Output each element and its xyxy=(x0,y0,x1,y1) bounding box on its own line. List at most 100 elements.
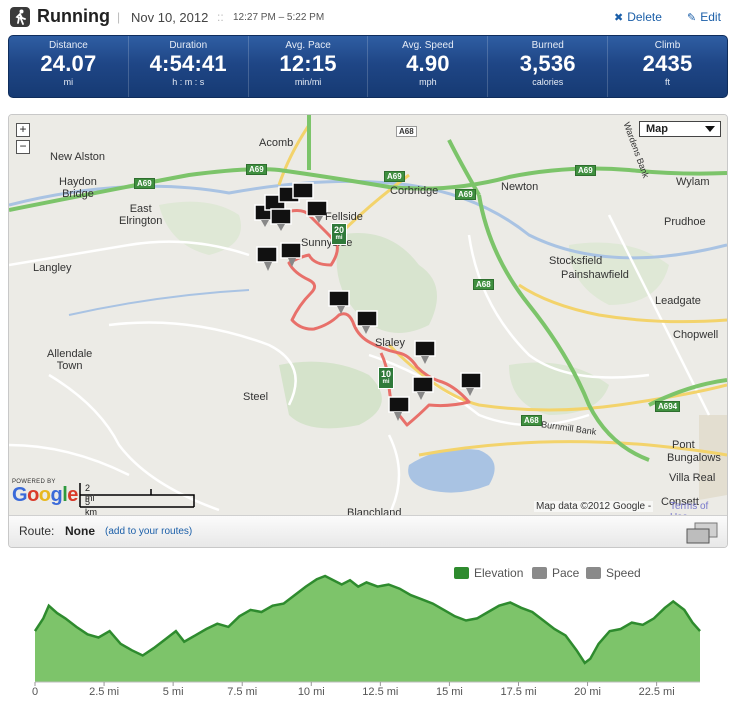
town-label: East Elrington xyxy=(119,203,163,227)
town-label: Blanchland xyxy=(347,507,402,515)
stat-label: Distance xyxy=(48,40,88,51)
urban-area xyxy=(699,415,727,500)
stat-avg-pace: Avg. Pace 12:15 min/mi xyxy=(249,36,369,97)
stat-unit: h : m : s xyxy=(172,77,205,87)
stat-label: Climb xyxy=(654,40,681,51)
mile-marker-unit: mi xyxy=(335,235,343,241)
scale-km-label: 5 km xyxy=(85,497,97,515)
delete-button[interactable]: ✖ Delete xyxy=(614,10,662,24)
zoom-out-button[interactable]: − xyxy=(16,140,30,154)
town-label: Bungalows xyxy=(667,452,721,464)
road-number-tag: A69 xyxy=(455,189,476,200)
woodland-area xyxy=(279,361,382,429)
running-figure-icon xyxy=(10,7,30,27)
road-number-tag: A68 xyxy=(473,279,494,290)
road-number-tag: A68 xyxy=(396,126,417,137)
expand-map-icon[interactable] xyxy=(685,522,719,544)
stat-value: 3,536 xyxy=(519,51,576,76)
google-wordmark: Google xyxy=(12,484,78,506)
road-number-tag: A69 xyxy=(575,165,596,176)
x-tick-label: 17.5 mi xyxy=(500,686,537,698)
map-type-select[interactable]: Map xyxy=(639,121,721,137)
terms-of-use-link[interactable]: Terms of Use xyxy=(670,501,709,515)
woodland-area xyxy=(159,201,241,255)
stat-unit: ft xyxy=(665,77,671,87)
stat-unit: mi xyxy=(63,77,74,87)
photo-markers xyxy=(254,182,482,421)
x-tick-label: 7.5 mi xyxy=(227,686,258,698)
road-number-tag: A694 xyxy=(655,401,681,412)
town-label: Wylam xyxy=(676,176,710,188)
route-map[interactable]: + − Map Acomb New Alston Haydon Bridge E… xyxy=(9,115,727,515)
activity-title: Running xyxy=(37,6,110,26)
map-type-label: Map xyxy=(646,123,668,135)
stat-value: 2435 xyxy=(642,51,693,76)
add-to-routes-link[interactable]: (add to your routes) xyxy=(105,526,193,537)
photo-marker-icon xyxy=(460,372,482,396)
town-label: Haydon Bridge xyxy=(59,176,97,200)
stat-unit: min/mi xyxy=(294,77,322,87)
b-roads xyxy=(277,124,727,457)
stat-duration: Duration 4:54:41 h : m : s xyxy=(129,36,249,97)
x-axis-ticks xyxy=(34,682,658,686)
stat-unit: calories xyxy=(532,77,564,87)
map-panel: + − Map Acomb New Alston Haydon Bridge E… xyxy=(8,114,728,548)
delete-label: Delete xyxy=(627,10,662,24)
a-roads xyxy=(9,115,727,462)
x-tick-label: 0 xyxy=(31,686,39,698)
route-label: Route: xyxy=(19,524,55,538)
google-logo[interactable]: POWERED BY Google xyxy=(12,479,78,505)
route-bar: Route: None (add to your routes) xyxy=(9,515,727,547)
elevation-line xyxy=(33,574,701,665)
mile-marker-10[interactable]: 10 mi xyxy=(378,367,394,389)
mile-marker-number: 10 xyxy=(380,369,391,379)
legend-pace[interactable]: Pace xyxy=(532,566,579,580)
legend-elevation[interactable]: Elevation xyxy=(454,566,523,580)
legend-label: Pace xyxy=(552,566,580,580)
zoom-in-button[interactable]: + xyxy=(16,123,30,137)
road-number-tag: A68 xyxy=(521,415,542,426)
river xyxy=(68,289,250,316)
stat-label: Duration xyxy=(169,40,208,51)
scale-miles-label: 2 mi xyxy=(85,483,95,503)
legend-speed[interactable]: Speed xyxy=(586,566,641,580)
x-tick-label: 15 mi xyxy=(435,686,463,698)
stat-label: Avg. Pace xyxy=(285,40,331,51)
legend-swatch xyxy=(586,567,601,579)
legend-label: Elevation xyxy=(474,566,524,580)
photo-marker-icon xyxy=(328,290,350,314)
stat-value: 4.90 xyxy=(406,51,450,76)
stat-climb: Climb 2435 ft xyxy=(608,36,727,97)
town-label: Newton xyxy=(501,181,539,193)
activity-time-range: 12:27 PM – 5:22 PM xyxy=(233,12,325,23)
photo-marker-icon xyxy=(414,340,436,364)
town-label: New Alston xyxy=(50,151,106,163)
stat-unit: mph xyxy=(419,77,437,87)
chevron-down-icon xyxy=(705,126,715,132)
stat-label: Avg. Speed xyxy=(402,40,454,51)
mile-marker-20[interactable]: 20 mi xyxy=(331,223,347,245)
river xyxy=(9,179,727,260)
legend-swatch xyxy=(532,567,547,579)
elevation-chart: Elevation Pace Speed 0 2.5 mi 5 mi 7.5 mi 10… xyxy=(0,556,736,712)
x-tick-label: 2.5 mi xyxy=(89,686,120,698)
town-label: Steel xyxy=(243,391,269,403)
pencil-icon: ✎ xyxy=(687,11,697,24)
stat-value: 4:54:41 xyxy=(149,51,227,76)
minor-roads xyxy=(9,214,711,515)
edit-button[interactable]: ✎ Edit xyxy=(687,10,721,24)
reservoir-lake xyxy=(408,449,495,493)
town-label: Villa Real xyxy=(669,472,716,484)
route-value: None xyxy=(65,524,95,538)
photo-marker-icon xyxy=(388,396,410,421)
scale-bar-graphic xyxy=(79,483,195,508)
x-tick-label: 22.5 mi xyxy=(638,686,675,698)
x-tick-label: 20 mi xyxy=(574,686,601,698)
elevation-area xyxy=(35,576,700,682)
town-label: Allendale Town xyxy=(47,348,93,372)
road-number-tag: A69 xyxy=(246,164,267,175)
town-label: Painshawfield xyxy=(561,269,629,281)
close-x-icon: ✖ xyxy=(614,11,624,24)
header-separator: :: xyxy=(217,10,224,24)
